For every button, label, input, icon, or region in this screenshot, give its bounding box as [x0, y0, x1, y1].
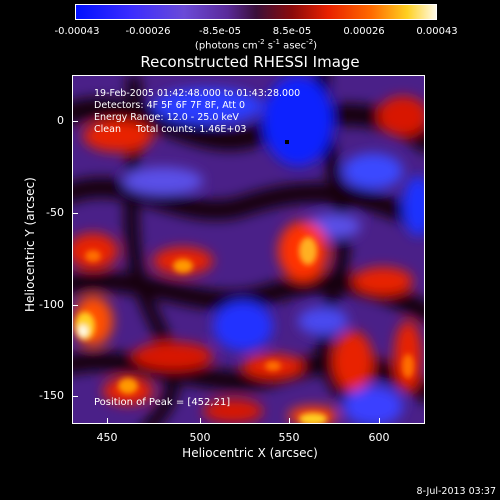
y-tick-label: -50 — [46, 206, 64, 219]
x-tick-mark — [379, 418, 380, 424]
y-tick-label: 0 — [57, 114, 64, 127]
colorbar-tick: 0.00026 — [343, 26, 385, 37]
x-tick-mark — [200, 418, 201, 424]
x-tick-mark — [289, 418, 290, 424]
method-counts: Clean Total counts: 1.46E+03 — [94, 124, 247, 135]
rhessi-image — [72, 75, 425, 424]
colorbar-units: (photons cm-2 s-1 asec-2) — [194, 38, 318, 52]
x-tick-label: 550 — [278, 431, 300, 444]
timestamp: 8-Jul-2013 03:37 — [416, 486, 496, 497]
y-tick-label: -100 — [39, 298, 64, 311]
colorbar — [75, 4, 437, 20]
image-heatmap — [73, 76, 424, 423]
x-axis-label: Heliocentric X (arcsec) — [182, 446, 318, 460]
colorbar-tick: 0.00043 — [416, 26, 458, 37]
x-tick-label: 500 — [189, 431, 211, 444]
peak-position: Position of Peak = [452,21] — [94, 397, 231, 408]
y-tick-mark — [72, 305, 78, 306]
y-tick-mark — [72, 396, 78, 397]
colorbar-tick: -0.00026 — [125, 26, 171, 37]
colorbar-tick: -0.00043 — [54, 26, 100, 37]
x-tick-label: 600 — [368, 431, 390, 444]
image-title: Reconstructed RHESSI Image — [140, 53, 360, 71]
energy-range: Energy Range: 12.0 - 25.0 keV — [94, 112, 239, 123]
y-axis-label: Heliocentric Y (arcsec) — [23, 177, 37, 312]
y-tick-label: -150 — [39, 389, 64, 402]
x-tick-label: 450 — [96, 431, 118, 444]
colorbar-tick: 8.5e-05 — [272, 26, 312, 37]
x-tick-mark — [107, 418, 108, 424]
detectors: Detectors: 4F 5F 6F 7F 8F, Att 0 — [94, 100, 246, 111]
colorbar-tick: -8.5e-05 — [199, 26, 241, 37]
time-range: 19-Feb-2005 01:42:48.000 to 01:43:28.000 — [94, 88, 301, 99]
y-tick-mark — [72, 121, 78, 122]
y-tick-mark — [72, 213, 78, 214]
